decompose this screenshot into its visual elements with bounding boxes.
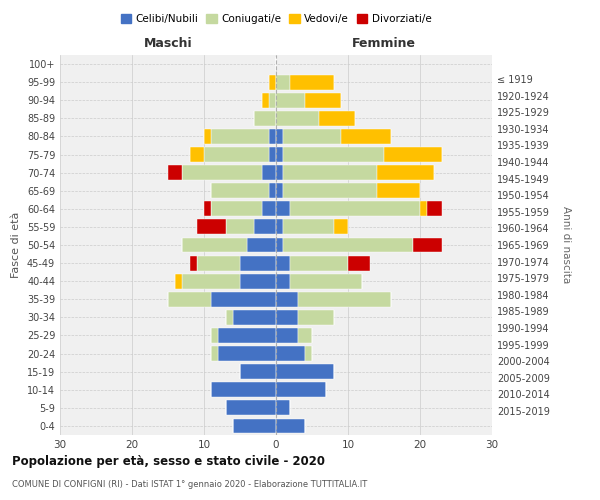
Bar bbox=[283, 238, 413, 252]
Y-axis label: Fasce di età: Fasce di età bbox=[11, 212, 21, 278]
Bar bbox=[276, 346, 305, 361]
Bar bbox=[298, 310, 334, 325]
Bar bbox=[276, 202, 290, 216]
Bar bbox=[269, 129, 276, 144]
Bar bbox=[290, 256, 348, 270]
Bar bbox=[197, 256, 240, 270]
Bar bbox=[290, 202, 420, 216]
Bar bbox=[182, 238, 247, 252]
Bar bbox=[262, 202, 276, 216]
Bar bbox=[276, 184, 283, 198]
Bar bbox=[334, 220, 348, 234]
Bar bbox=[276, 274, 290, 288]
Bar bbox=[420, 202, 427, 216]
Bar bbox=[298, 328, 312, 343]
Bar bbox=[341, 129, 391, 144]
Bar bbox=[211, 328, 218, 343]
Bar bbox=[276, 111, 319, 126]
Bar bbox=[276, 74, 290, 90]
Bar bbox=[211, 382, 276, 397]
Bar bbox=[269, 93, 276, 108]
Bar bbox=[218, 328, 276, 343]
Bar bbox=[240, 256, 276, 270]
Bar bbox=[233, 310, 276, 325]
Bar bbox=[218, 346, 276, 361]
Bar bbox=[276, 364, 334, 379]
Bar bbox=[226, 310, 233, 325]
Bar bbox=[276, 93, 305, 108]
Bar bbox=[276, 165, 283, 180]
Bar bbox=[197, 220, 226, 234]
Text: COMUNE DI CONFIGNI (RI) - Dati ISTAT 1° gennaio 2020 - Elaborazione TUTTITALIA.I: COMUNE DI CONFIGNI (RI) - Dati ISTAT 1° … bbox=[12, 480, 367, 489]
Bar bbox=[226, 220, 254, 234]
Bar bbox=[348, 256, 370, 270]
Bar bbox=[283, 184, 377, 198]
Bar bbox=[276, 238, 283, 252]
Text: Femmine: Femmine bbox=[352, 36, 416, 50]
Bar bbox=[269, 184, 276, 198]
Text: Maschi: Maschi bbox=[143, 36, 193, 50]
Bar bbox=[283, 165, 377, 180]
Bar bbox=[204, 202, 211, 216]
Bar bbox=[290, 274, 362, 288]
Bar bbox=[276, 328, 298, 343]
Bar bbox=[269, 74, 276, 90]
Bar bbox=[427, 202, 442, 216]
Bar bbox=[211, 184, 269, 198]
Bar bbox=[276, 400, 290, 415]
Bar bbox=[168, 292, 211, 306]
Bar bbox=[262, 93, 269, 108]
Bar bbox=[262, 165, 276, 180]
Bar bbox=[269, 147, 276, 162]
Bar bbox=[319, 111, 355, 126]
Bar bbox=[276, 418, 305, 434]
Legend: Celibi/Nubili, Coniugati/e, Vedovi/e, Divorziati/e: Celibi/Nubili, Coniugati/e, Vedovi/e, Di… bbox=[116, 10, 436, 29]
Bar bbox=[276, 310, 298, 325]
Bar bbox=[283, 220, 334, 234]
Bar bbox=[211, 202, 262, 216]
Bar bbox=[211, 129, 269, 144]
Bar bbox=[276, 220, 283, 234]
Bar bbox=[211, 292, 276, 306]
Bar bbox=[182, 165, 262, 180]
Bar bbox=[377, 184, 420, 198]
Bar bbox=[377, 165, 434, 180]
Bar bbox=[247, 238, 276, 252]
Bar bbox=[276, 147, 283, 162]
Bar bbox=[254, 111, 276, 126]
Bar bbox=[211, 346, 218, 361]
Bar bbox=[305, 346, 312, 361]
Bar bbox=[276, 256, 290, 270]
Bar bbox=[204, 129, 211, 144]
Bar bbox=[168, 165, 182, 180]
Bar bbox=[233, 418, 276, 434]
Bar bbox=[298, 292, 391, 306]
Bar bbox=[283, 147, 384, 162]
Y-axis label: Anni di nascita: Anni di nascita bbox=[561, 206, 571, 284]
Bar bbox=[204, 147, 269, 162]
Bar bbox=[305, 93, 341, 108]
Bar bbox=[175, 274, 182, 288]
Bar bbox=[276, 382, 326, 397]
Bar bbox=[290, 74, 334, 90]
Bar bbox=[190, 256, 197, 270]
Bar bbox=[182, 274, 240, 288]
Bar bbox=[254, 220, 276, 234]
Bar bbox=[240, 274, 276, 288]
Bar bbox=[283, 129, 341, 144]
Bar bbox=[413, 238, 442, 252]
Bar bbox=[276, 129, 283, 144]
Bar bbox=[384, 147, 442, 162]
Bar bbox=[190, 147, 204, 162]
Bar bbox=[240, 364, 276, 379]
Bar bbox=[226, 400, 276, 415]
Text: Popolazione per età, sesso e stato civile - 2020: Popolazione per età, sesso e stato civil… bbox=[12, 455, 325, 468]
Bar bbox=[276, 292, 298, 306]
